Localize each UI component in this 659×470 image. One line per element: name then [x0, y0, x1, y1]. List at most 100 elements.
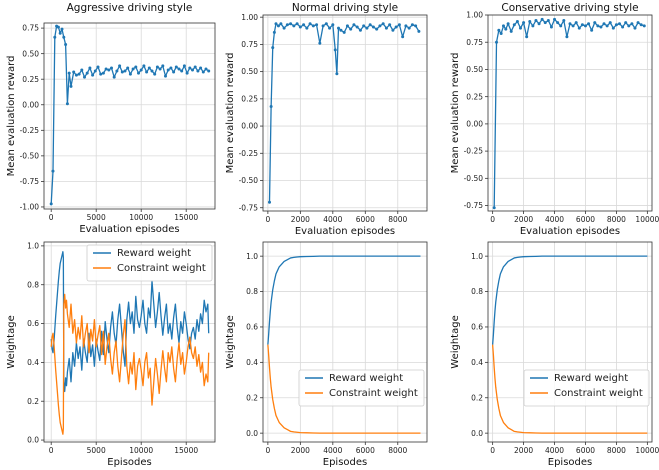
x-tick-label: 10000 — [635, 446, 659, 455]
data-point — [282, 26, 286, 30]
data-point — [384, 26, 388, 30]
y-tick-label: -0.50 — [239, 176, 259, 185]
data-point — [101, 71, 105, 75]
y-tick-label: 0.25 — [22, 75, 39, 84]
data-point — [155, 65, 159, 69]
x-axis-label: Evaluation episodes — [295, 226, 395, 237]
data-point — [126, 66, 130, 70]
y-tick-label: 0.00 — [241, 122, 258, 131]
data-point — [358, 28, 362, 32]
data-point — [371, 25, 375, 29]
y-tick-label: 0.4 — [471, 358, 483, 367]
data-point — [512, 23, 516, 27]
data-point — [630, 22, 634, 26]
data-point — [147, 66, 151, 70]
y-tick-label: 0.6 — [471, 323, 483, 332]
data-point — [337, 26, 341, 30]
y-tick-label: 0.25 — [466, 92, 483, 101]
legend: Reward weight Constraint weight — [86, 244, 213, 282]
data-point — [302, 23, 306, 27]
data-point — [342, 30, 346, 34]
legend-box — [523, 369, 650, 407]
data-point — [501, 24, 505, 28]
chart-panel-6: 0 2000 4000 6000 8000 10000 0.0 0.2 0.4 0.6 0.8 1.0… — [450, 241, 659, 468]
y-tick-label: 0.00 — [22, 100, 39, 109]
data-point — [515, 20, 519, 24]
data-point — [375, 27, 379, 31]
data-point — [499, 32, 503, 36]
data-point — [534, 18, 538, 22]
x-tick-label: 8000 — [607, 215, 626, 224]
chart-title: Conservative driving style — [501, 2, 638, 14]
x-tick-label: 0 — [49, 213, 54, 222]
data-point — [308, 22, 312, 26]
x-tick-label: 15000 — [174, 213, 198, 222]
series-line-1 — [50, 25, 210, 204]
data-point — [153, 72, 157, 76]
data-point — [118, 64, 122, 68]
x-axis-label: Episodes — [548, 457, 592, 468]
data-point — [120, 70, 124, 74]
y-axis-label: Mean evaluation reward — [6, 56, 17, 177]
y-tick-label: 0.6 — [246, 323, 258, 332]
data-point — [365, 26, 369, 30]
y-tick-label: 1.00 — [241, 13, 258, 22]
data-point — [636, 21, 640, 25]
data-point — [188, 66, 192, 70]
data-point — [207, 69, 211, 73]
data-point — [311, 24, 315, 28]
y-axis-label: Weightage — [450, 315, 461, 368]
data-point — [540, 17, 544, 21]
data-point — [199, 66, 203, 70]
data-point — [201, 70, 205, 74]
data-point — [56, 25, 60, 29]
data-point — [614, 23, 618, 27]
data-point — [605, 24, 609, 28]
data-point — [525, 35, 529, 39]
data-point — [568, 22, 572, 26]
x-tick-label: 6000 — [356, 215, 375, 224]
data-point — [518, 26, 522, 30]
x-tick-label: 8000 — [607, 446, 626, 455]
data-point — [580, 23, 584, 27]
data-point — [274, 22, 278, 26]
y-tick-label: 0.50 — [466, 65, 483, 74]
x-tick-label: 2000 — [514, 215, 533, 224]
data-point — [131, 67, 135, 71]
x-tick-label: 2000 — [514, 446, 533, 455]
data-point — [492, 206, 496, 210]
data-point — [528, 20, 532, 24]
x-tick-label: 10000 — [129, 446, 153, 455]
data-point — [137, 71, 140, 75]
data-point — [166, 68, 170, 72]
x-tick-label: 0 — [265, 215, 270, 224]
data-point — [49, 202, 53, 206]
data-point — [269, 104, 273, 108]
y-tick-label: 1.0 — [246, 252, 258, 261]
y-tick-label: 0.50 — [22, 49, 39, 58]
axes-frame — [262, 14, 428, 212]
data-point — [404, 24, 408, 28]
data-point — [85, 71, 89, 75]
y-tick-label: 1.0 — [27, 241, 39, 250]
y-tick-label: -0.25 — [464, 147, 484, 156]
x-axis-label: Evaluation episodes — [520, 226, 620, 237]
axes-frame — [487, 241, 653, 443]
data-point — [562, 18, 566, 22]
legend: Reward weight Constraint weight — [523, 369, 650, 407]
data-point — [407, 26, 411, 30]
series-line-2 — [50, 293, 210, 435]
data-point — [642, 24, 646, 28]
data-point — [65, 102, 69, 106]
data-point — [590, 28, 594, 32]
data-point — [74, 73, 78, 77]
y-tick-label: 0.50 — [241, 67, 258, 76]
x-tick-label: 6000 — [576, 215, 595, 224]
data-point — [99, 72, 103, 76]
data-point — [285, 23, 289, 27]
x-tick-label: 6000 — [356, 446, 375, 455]
data-point — [546, 18, 550, 22]
data-point — [177, 67, 181, 71]
x-tick-label: 5000 — [87, 213, 106, 222]
data-point — [509, 29, 513, 33]
